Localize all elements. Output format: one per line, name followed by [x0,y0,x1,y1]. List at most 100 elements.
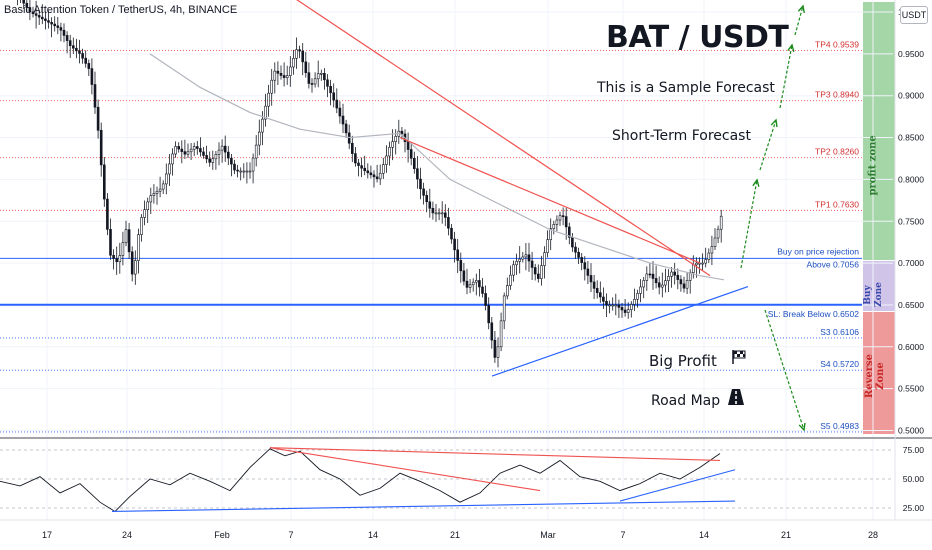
candle-body [168,163,171,175]
candle-body [431,207,435,214]
candle-body [68,40,72,46]
candle-body [366,170,370,174]
level-label: Above 0.7056 [807,259,860,269]
candle-body [360,165,363,169]
candle-body [75,47,78,52]
candle-body [614,304,618,307]
candle-body [425,195,429,203]
y-tick-label: 0.8000 [898,174,924,184]
y-tick-label: 0.7500 [898,216,924,226]
candle-body [660,284,664,288]
candle-body [626,309,630,313]
candle-body [205,155,208,160]
candle-body [34,13,38,16]
trendline [491,285,749,377]
candle-body [487,305,491,324]
y-tick-label: 0.9000 [898,91,924,101]
candle-body [567,226,571,238]
candle-body [261,118,264,133]
candle-body [354,153,357,164]
candle-body [81,53,84,59]
candle-body [400,130,404,135]
candle-body [595,288,599,293]
forecast-arrow [759,119,777,171]
short-term-note: Short-Term Forecast [612,128,751,144]
candle-body [99,129,103,166]
candle-body [369,172,373,176]
candle-body [521,256,525,260]
candle-body [319,73,323,75]
level-label: Buy on price rejection [777,246,859,256]
candle-body [223,145,227,153]
road-icon [727,388,745,410]
trendline [399,136,701,264]
candle-body [180,148,184,152]
forecast-arrowhead [770,118,778,128]
forecast-arrow [779,44,793,109]
candle-body [636,293,639,300]
candle-body [155,190,159,194]
forecast-arrowhead [797,4,805,14]
candle-body [493,339,497,358]
symbol-title: Basic Attention Token / TetherUS, 4h, BI… [4,4,238,16]
candle-body [648,273,652,276]
candle-body [515,260,518,266]
trendline [296,0,711,277]
candle-body [645,273,649,281]
candle-body [112,254,115,259]
candle-body [549,228,553,240]
candle-body [530,260,534,268]
candle-body [161,183,165,190]
buy-zone-panel [863,261,895,311]
candle-body [264,105,267,120]
candle-body [416,168,419,180]
candle-body [233,163,236,171]
candle-body [552,224,556,229]
candle-body [676,274,680,280]
candle-body [152,193,156,196]
y-tick-label: 0.6500 [898,300,924,310]
candle-body [84,57,87,64]
candle-body [87,63,91,69]
candle-body [288,66,292,76]
candle-body [704,259,708,264]
candle-body [617,304,621,308]
candle-body [276,70,280,74]
level-label: SL: Break Below 0.6502 [768,309,859,319]
candle-body [273,70,277,81]
quote-currency-button[interactable]: USDT [900,6,928,24]
x-tick-label: 21 [781,530,791,540]
candle-body [301,50,305,63]
candle-body [214,154,218,160]
candle-body [707,252,711,260]
candle-body [341,115,345,125]
candle-body [220,145,224,151]
candle-body [555,219,559,225]
candle-body [633,298,636,305]
candle-body [512,264,515,276]
candle-body [25,2,29,8]
y-tick-label: 0.5500 [898,384,924,394]
candle-body [679,279,683,285]
candle-body [602,296,605,302]
candle-body [165,173,168,185]
candle-body [40,16,44,20]
candle-body [623,309,627,313]
candle-body [701,262,704,265]
candle-body [583,262,587,270]
sample-forecast-note: This is a Sample Forecast [597,80,775,96]
level-label: S3 0.6106 [820,327,859,337]
profit-zone-label: profit zone [867,135,879,196]
candle-body [462,270,466,282]
candle-body [53,23,57,27]
candle-body [363,167,367,172]
candle-body [143,209,146,218]
candle-body [546,239,549,253]
candle-body [465,280,469,288]
big-profit-label: Big Profit [649,352,717,370]
candle-body [304,61,308,73]
candle-body [481,286,484,294]
reverse-zone-panel [863,312,895,434]
candle-body [642,280,646,288]
